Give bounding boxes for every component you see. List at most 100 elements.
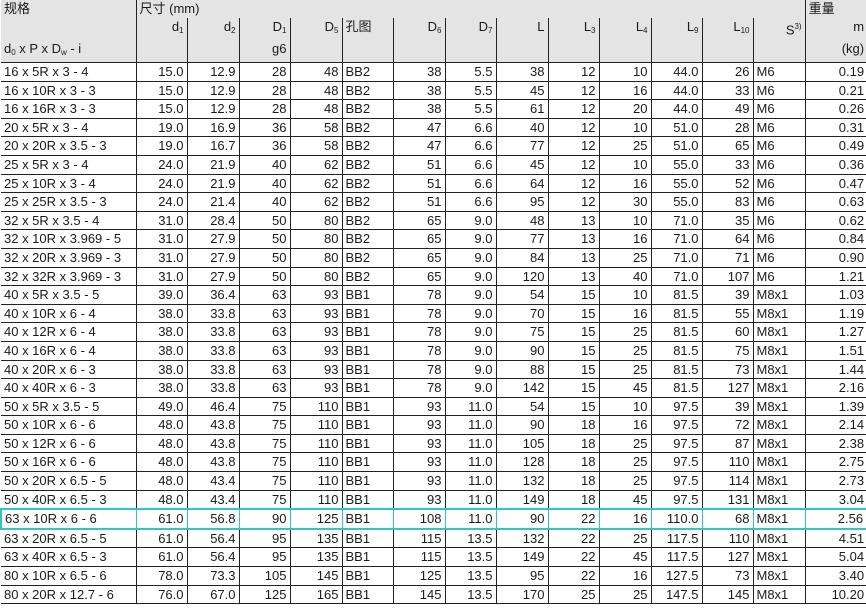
table-row: 80 x 20R x 12.7 - 6 76.0 67.0 125 165 BB1 145 1… [1,584,866,605]
value-cell: 75 [495,322,548,342]
value-cell: 27.9 [186,266,239,286]
value-cell: 15 [547,378,599,398]
value-cell: 16 [598,303,651,323]
value-cell: 117.5 [650,528,702,548]
value-cell: 28 [701,117,753,137]
value-cell: 40 [598,266,651,286]
value-cell: M6 [752,117,806,137]
table-row: 25 x 10R x 3 - 4 24.0 21.9 40 62 BB2 51 6.6 64 12… [1,173,866,193]
value-cell: 45 [598,547,651,567]
value-cell: 9.0 [444,229,496,249]
spec-cell: 16 x 5R x 3 - 4 [1,62,136,82]
value-cell: 24.0 [135,154,187,175]
column-header-13: m [804,18,866,40]
value-cell: 93 [289,359,342,379]
spec-cell: 50 x 12R x 6 - 6 [1,433,136,453]
column-header-1: d2 [186,18,239,40]
table-row: 40 x 10R x 6 - 4 38.0 33.8 63 93 BB1 78 9.0 70 15… [1,303,866,323]
value-cell: 24.0 [135,173,187,193]
value-cell: 12 [547,154,599,175]
value-cell: 1.39 [804,396,866,416]
value-cell: 13.5 [444,584,496,605]
spec-cell: 25 x 10R x 3 - 4 [1,173,136,193]
value-cell: BB2 [341,229,393,249]
value-cell: 18 [547,415,599,435]
value-cell: 75 [238,433,290,453]
value-cell: 11.0 [444,415,496,435]
value-cell: BB2 [341,136,393,156]
value-cell: 56.8 [186,508,239,530]
table-body: 16 x 5R x 3 - 4 15.0 12.9 28 48 BB2 38 5.5 38 12 1… [0,62,866,605]
value-cell: 25 [598,359,651,379]
value-cell: 40 [238,192,290,212]
value-cell: 9.0 [444,340,496,360]
value-cell: M8x1 [752,415,806,435]
value-cell: 47 [392,117,445,137]
value-cell: 27.9 [186,247,239,268]
value-cell: 58 [289,136,342,156]
value-cell: 149 [495,547,548,567]
value-cell: 16 [598,508,651,530]
value-cell: 110 [289,415,342,435]
value-cell: 135 [289,528,342,548]
spec-cell: 20 x 20R x 3.5 - 3 [1,136,136,156]
value-cell: 0.21 [804,80,866,100]
value-cell: 81.5 [650,322,702,342]
value-cell: 44.0 [650,62,702,82]
value-cell: 54 [495,285,548,305]
value-cell: 97.5 [650,471,702,491]
value-cell: 10 [598,117,651,137]
value-cell: M8x1 [752,359,806,379]
value-cell: 93 [289,322,342,342]
table-row: 40 x 20R x 6 - 3 38.0 33.8 63 93 BB1 78 9.0 88 15… [1,359,866,379]
value-cell: 71 [701,247,753,268]
table-row: 32 x 5R x 3.5 - 4 31.0 28.4 50 80 BB2 65 9.0 48 1… [1,210,866,230]
value-cell: 71.0 [650,229,702,249]
spec-cell: 50 x 20R x 6.5 - 5 [1,471,136,491]
value-cell: M6 [752,210,806,230]
value-cell: 25 [598,322,651,342]
value-cell: 170 [495,584,548,605]
table-row: 63 x 40R x 6.5 - 3 61.0 56.4 95 135 BB1 115 13.… [1,547,866,567]
value-cell: 11.0 [444,396,496,416]
value-cell: 110 [701,452,753,472]
value-cell: M8x1 [752,378,806,398]
value-cell: 48.0 [135,452,187,472]
value-cell: BB2 [341,210,393,230]
value-cell: 63 [238,359,290,379]
value-cell: BB1 [341,452,393,472]
value-cell: 6.6 [444,136,496,156]
value-cell: 125 [289,508,342,530]
value-cell: 88 [495,359,548,379]
value-cell: 16 [598,173,651,193]
value-cell: 13 [547,229,599,249]
value-cell: 30 [598,192,651,212]
value-cell: 49 [701,99,753,119]
column-header-10: L9 [650,18,702,40]
value-cell: 0.19 [804,62,866,82]
value-cell: 27.9 [186,229,239,249]
value-cell: 36.4 [186,285,239,305]
value-cell: M6 [752,192,806,212]
value-cell: 25 [598,471,651,491]
value-cell: 110 [289,396,342,416]
value-cell: 110 [289,452,342,472]
value-cell: 38.0 [135,340,187,360]
value-cell: M6 [752,247,806,268]
spec-cell: 20 x 5R x 3 - 4 [1,117,136,137]
value-cell: 63 [238,322,290,342]
spec-cell: 40 x 16R x 6 - 4 [1,340,136,360]
value-cell: 64 [495,173,548,193]
value-cell: 25 [598,340,651,360]
value-cell: 65 [701,136,753,156]
value-cell: 87 [701,433,753,453]
value-cell: 36 [238,136,290,156]
value-cell: 6.6 [444,192,496,212]
value-cell: 55 [701,303,753,323]
table-row: 32 x 10R x 3.969 - 5 31.0 27.9 50 80 BB2 65 9.0… [1,229,866,249]
value-cell: 72 [701,415,753,435]
value-cell: M8x1 [752,285,806,305]
value-cell: 50 [238,210,290,230]
value-cell: 28 [238,80,290,100]
value-cell: 70 [495,303,548,323]
